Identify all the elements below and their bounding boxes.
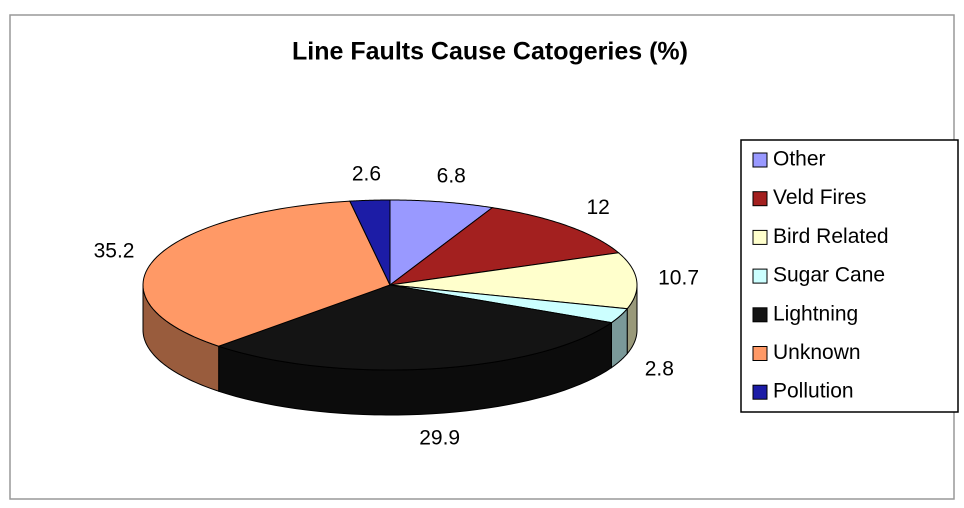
slice — [389, 284, 629, 324]
legend-label: Veld Fires — [773, 186, 866, 209]
chart-title: Line Faults Cause Catogeries (%) — [292, 38, 688, 66]
legend-label: Other — [773, 148, 826, 171]
data-label: 2.6 — [352, 162, 381, 185]
legend-swatch — [752, 229, 768, 245]
legend-label: Bird Related — [773, 225, 889, 248]
data-label: 35.2 — [94, 240, 135, 263]
data-label: 12 — [586, 196, 609, 219]
legend-label: Lightning — [773, 302, 858, 325]
data-label: 2.8 — [645, 358, 674, 381]
data-label: 10.7 — [658, 267, 699, 290]
legend-box — [740, 139, 959, 413]
legend-label: Sugar Cane — [773, 264, 885, 287]
legend-swatch — [752, 346, 768, 361]
slice — [349, 199, 391, 286]
legend-swatch — [752, 268, 768, 284]
legend-swatch — [752, 152, 768, 168]
data-label: 6.8 — [437, 165, 466, 188]
slice — [389, 199, 494, 287]
data-label: 29.9 — [419, 426, 460, 449]
legend-swatch — [752, 191, 768, 207]
legend-swatch — [752, 307, 768, 323]
slice — [388, 207, 620, 286]
slice — [142, 200, 391, 347]
slice — [389, 252, 638, 310]
slice — [217, 284, 613, 371]
legend-label: Pollution — [773, 380, 854, 403]
legend-swatch — [752, 384, 768, 400]
legend-label: Unknown — [773, 341, 861, 364]
